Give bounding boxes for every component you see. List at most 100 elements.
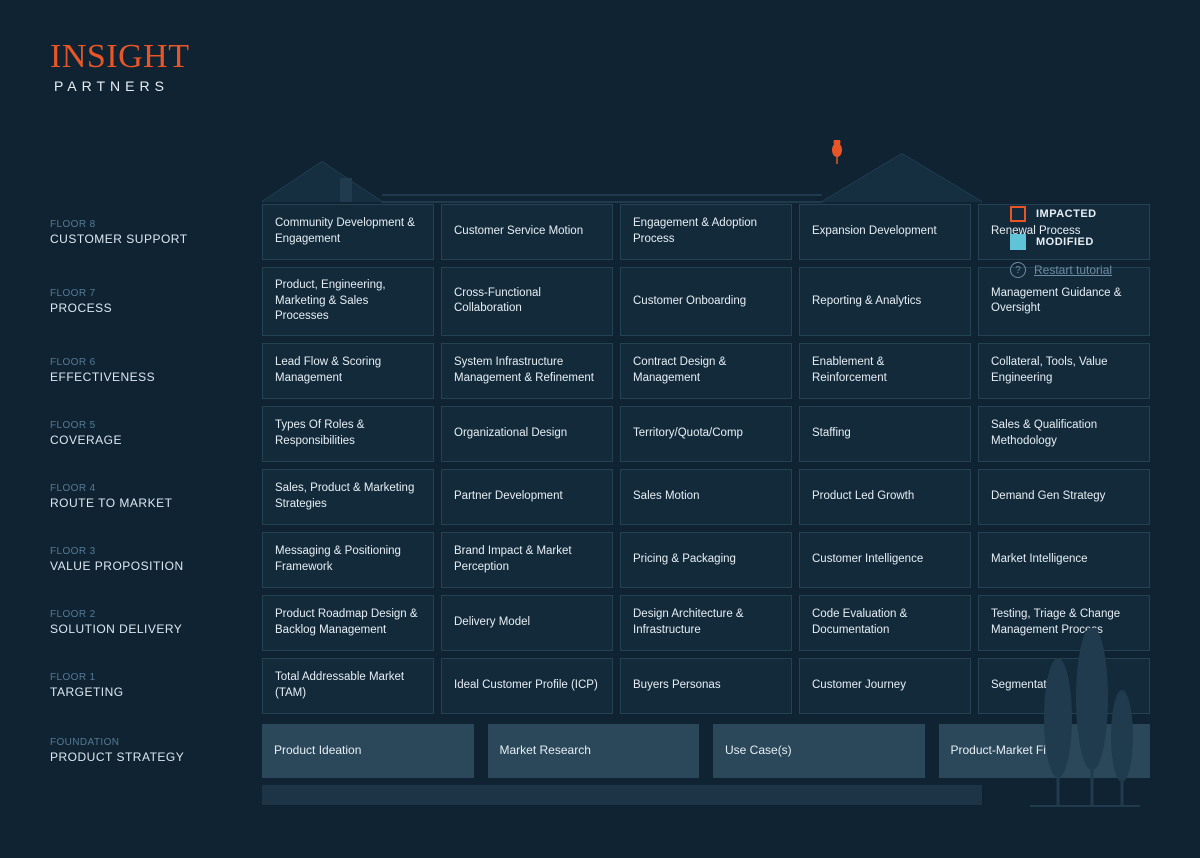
floor-number: FLOOR 1: [50, 672, 248, 683]
help-icon: ?: [1010, 262, 1026, 278]
page: INSIGHT PARTNERS FLOOR 8 CUSTOMER SUPPORT…: [0, 0, 1200, 858]
floor-row: FLOOR 3 VALUE PROPOSITION Messaging & Posi…: [50, 532, 1150, 588]
floor-label: FLOOR 8 CUSTOMER SUPPORT: [50, 204, 262, 260]
grid-cell[interactable]: Total Addressable Market (TAM): [262, 658, 434, 714]
grid-cell[interactable]: Demand Gen Strategy: [978, 469, 1150, 525]
grid-cell[interactable]: Product, Engineering, Marketing & Sales …: [262, 267, 434, 336]
floor-number: FLOOR 8: [50, 219, 248, 230]
grid-cell[interactable]: Engagement & Adoption Process: [620, 204, 792, 260]
grid-cell[interactable]: System Infrastructure Management & Refin…: [441, 343, 613, 399]
floor-number: FLOOR 5: [50, 420, 248, 431]
brand-sub: PARTNERS: [54, 78, 1150, 94]
floor-cells: Types Of Roles & ResponsibilitiesOrganiz…: [262, 406, 1150, 462]
grid-cell[interactable]: Territory/Quota/Comp: [620, 406, 792, 462]
grid-cell[interactable]: Partner Development: [441, 469, 613, 525]
floor-number: FLOOR 6: [50, 357, 248, 368]
foundation-name: PRODUCT STRATEGY: [50, 750, 248, 764]
floor-cells: Lead Flow & Scoring ManagementSystem Inf…: [262, 343, 1150, 399]
floor-label: FLOOR 6 EFFECTIVENESS: [50, 343, 262, 399]
grid-cell[interactable]: Market Intelligence: [978, 532, 1150, 588]
floor-number: FLOOR 7: [50, 288, 248, 299]
floor-label: FLOOR 2 SOLUTION DELIVERY: [50, 595, 262, 651]
grid-cell[interactable]: Collateral, Tools, Value Engineering: [978, 343, 1150, 399]
floor-label: FLOOR 1 TARGETING: [50, 658, 262, 714]
floor-name: EFFECTIVENESS: [50, 370, 248, 384]
floor-name: PROCESS: [50, 301, 248, 315]
grid-cell[interactable]: Product Led Growth: [799, 469, 971, 525]
grid-cell[interactable]: Customer Intelligence: [799, 532, 971, 588]
floor-name: COVERAGE: [50, 433, 248, 447]
grid-cell[interactable]: Pricing & Packaging: [620, 532, 792, 588]
grid-cell[interactable]: Sales Motion: [620, 469, 792, 525]
grid-cell[interactable]: Enablement & Reinforcement: [799, 343, 971, 399]
floor-row: FLOOR 4 ROUTE TO MARKET Sales, Product & M…: [50, 469, 1150, 525]
floor-cells: Product Roadmap Design & Backlog Managem…: [262, 595, 1150, 651]
legend-impacted: IMPACTED: [1010, 206, 1112, 222]
restart-tutorial-link[interactable]: ? Restart tutorial: [1010, 262, 1112, 278]
grid-cell[interactable]: Staffing: [799, 406, 971, 462]
floor-cells: Sales, Product & Marketing StrategiesPar…: [262, 469, 1150, 525]
legend: IMPACTED MODIFIED ? Restart tutorial: [1010, 206, 1112, 278]
floor-row: FLOOR 8 CUSTOMER SUPPORT Community Develop…: [50, 204, 1150, 260]
grid-cell[interactable]: Buyers Personas: [620, 658, 792, 714]
grid-cell[interactable]: Messaging & Positioning Framework: [262, 532, 434, 588]
floor-label: FLOOR 3 VALUE PROPOSITION: [50, 532, 262, 588]
brand-name: INSIGHT: [50, 38, 1150, 76]
foundation-cell[interactable]: Product Ideation: [262, 724, 474, 778]
floor-label: FLOOR 4 ROUTE TO MARKET: [50, 469, 262, 525]
grid-cell[interactable]: Organizational Design: [441, 406, 613, 462]
floor-number: FLOOR 4: [50, 483, 248, 494]
legend-modified: MODIFIED: [1010, 234, 1112, 250]
floor-label: FLOOR 5 COVERAGE: [50, 406, 262, 462]
floor-row: FLOOR 5 COVERAGE Types Of Roles & Responsi…: [50, 406, 1150, 462]
foundation-cells: Product Ideation Market ResearchUse Case(…: [262, 724, 1150, 778]
grid-cell[interactable]: Segmentation: [978, 658, 1150, 714]
floor-row: FLOOR 1 TARGETING Total Addressable Market…: [50, 658, 1150, 714]
modified-label: MODIFIED: [1036, 236, 1094, 248]
floor-row: FLOOR 7 PROCESS Product, Engineering, Mark…: [50, 267, 1150, 336]
foundation-label: FOUNDATION PRODUCT STRATEGY: [50, 724, 262, 778]
grid-cell[interactable]: Code Evaluation & Documentation: [799, 595, 971, 651]
grid-cell[interactable]: Lead Flow & Scoring Management: [262, 343, 434, 399]
grid-cell[interactable]: Community Development & Engagement: [262, 204, 434, 260]
floor-row: FLOOR 6 EFFECTIVENESS Lead Flow & Scoring …: [50, 343, 1150, 399]
floor-number: FLOOR 3: [50, 546, 248, 557]
grid-cell[interactable]: Cross-Functional Collaboration: [441, 267, 613, 336]
foundation-floor: FOUNDATION: [50, 737, 248, 748]
floor-name: CUSTOMER SUPPORT: [50, 232, 248, 246]
floor-label: FLOOR 7 PROCESS: [50, 267, 262, 336]
restart-label: Restart tutorial: [1034, 263, 1112, 277]
floor-name: VALUE PROPOSITION: [50, 559, 248, 573]
floor-cells: Total Addressable Market (TAM)Ideal Cust…: [262, 658, 1150, 714]
grid-cell[interactable]: Brand Impact & Market Perception: [441, 532, 613, 588]
floor-number: FLOOR 2: [50, 609, 248, 620]
grid-cell[interactable]: Product Roadmap Design & Backlog Managem…: [262, 595, 434, 651]
grid-cell[interactable]: Types Of Roles & Responsibilities: [262, 406, 434, 462]
grid-cell[interactable]: Reporting & Analytics: [799, 267, 971, 336]
grid-cell[interactable]: Ideal Customer Profile (ICP): [441, 658, 613, 714]
modified-swatch: [1010, 234, 1026, 250]
foundation-cell[interactable]: Market Research: [488, 724, 700, 778]
grid-cell[interactable]: Contract Design & Management: [620, 343, 792, 399]
grid-cell[interactable]: Testing, Triage & Change Management Proc…: [978, 595, 1150, 651]
grid-cell[interactable]: Customer Journey: [799, 658, 971, 714]
grid-cell[interactable]: Customer Service Motion: [441, 204, 613, 260]
grid-cell[interactable]: Sales & Qualification Methodology: [978, 406, 1150, 462]
impacted-swatch: [1010, 206, 1026, 222]
grid-cell[interactable]: Design Architecture & Infrastructure: [620, 595, 792, 651]
roof-graphic: [262, 140, 982, 204]
foundation-row: FOUNDATION PRODUCT STRATEGY Product Ideati…: [50, 724, 1150, 778]
logo: INSIGHT PARTNERS: [50, 38, 1150, 94]
grid-cell[interactable]: Expansion Development: [799, 204, 971, 260]
floor-row: FLOOR 2 SOLUTION DELIVERY Product Roadmap …: [50, 595, 1150, 651]
floor-name: TARGETING: [50, 685, 248, 699]
floor-cells: Messaging & Positioning FrameworkBrand I…: [262, 532, 1150, 588]
foundation-cell[interactable]: Use Case(s): [713, 724, 925, 778]
grid-cell[interactable]: Customer Onboarding: [620, 267, 792, 336]
foundation-cell[interactable]: Product-Market Fit: [939, 724, 1151, 778]
floor-name: ROUTE TO MARKET: [50, 496, 248, 510]
grid-cell[interactable]: Sales, Product & Marketing Strategies: [262, 469, 434, 525]
impacted-label: IMPACTED: [1036, 208, 1097, 220]
grid-cell[interactable]: Delivery Model: [441, 595, 613, 651]
floor-name: SOLUTION DELIVERY: [50, 622, 248, 636]
